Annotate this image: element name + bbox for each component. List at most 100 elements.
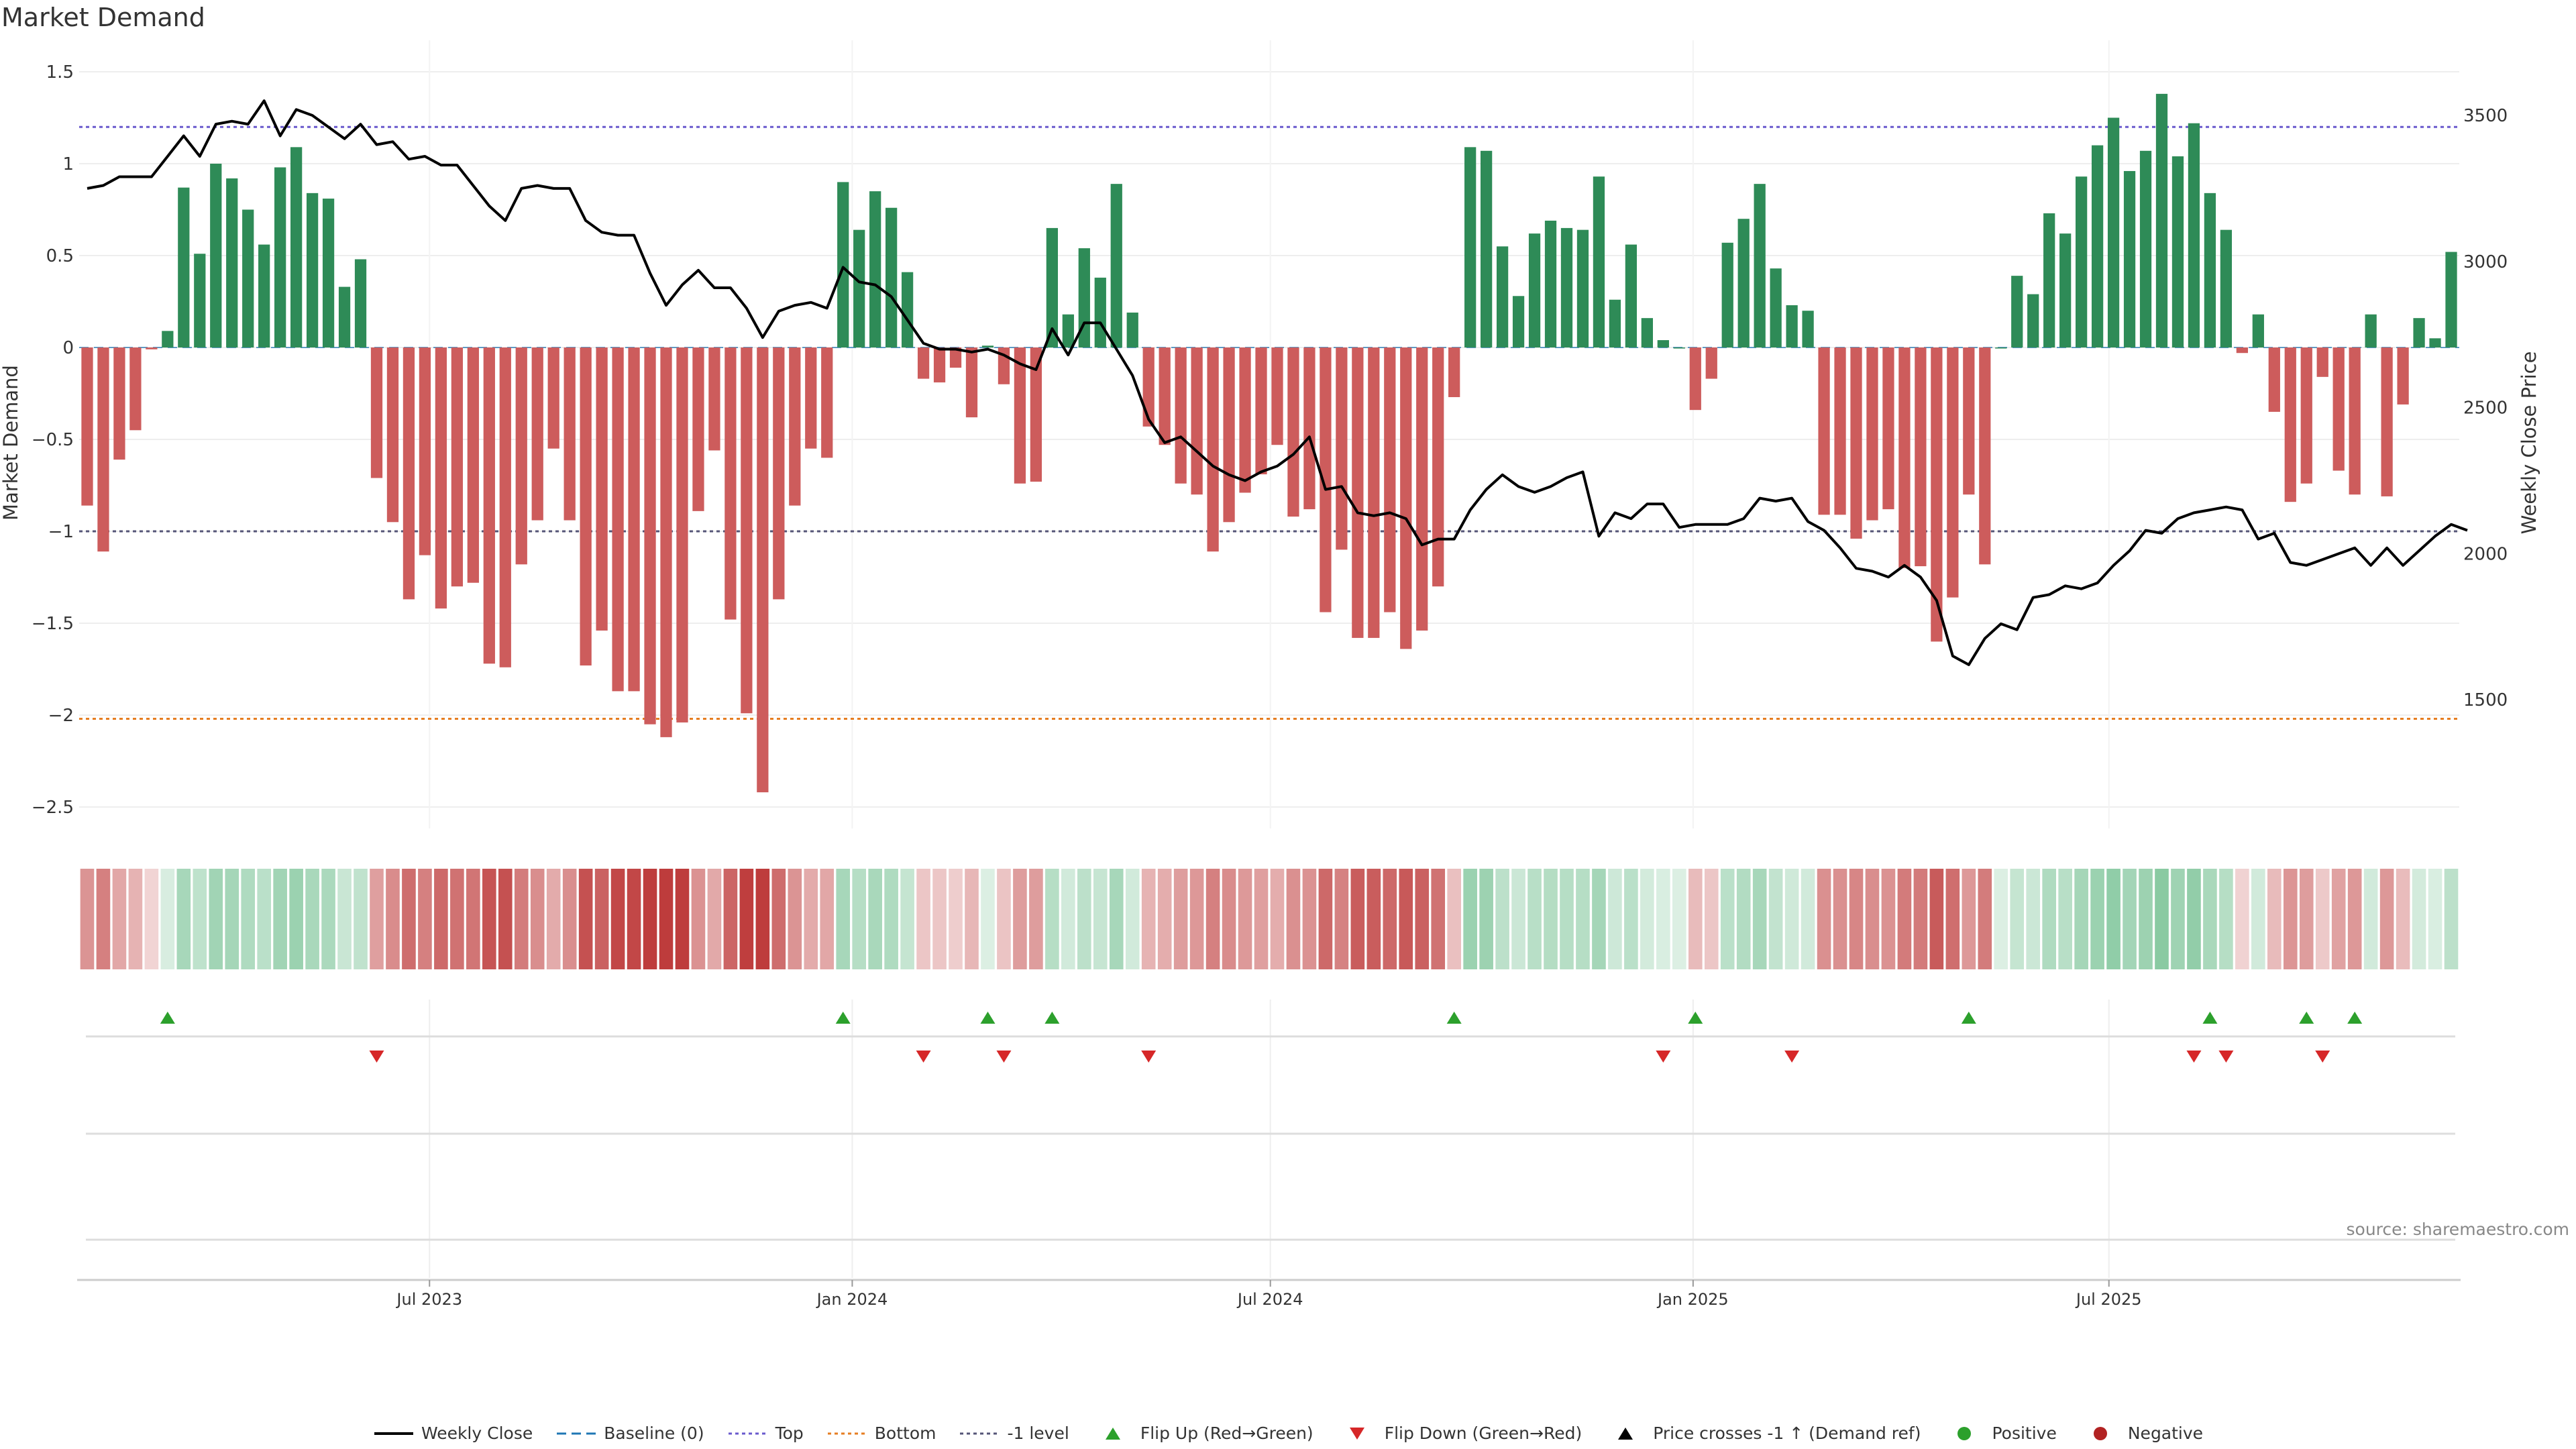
regime-cell [884,869,898,969]
regime-cell [1125,869,1140,969]
regime-cell [2251,869,2265,969]
demand-bar [2043,213,2055,347]
regime-cell [900,869,914,969]
demand-bar [1255,347,1267,475]
demand-bar [451,347,463,587]
demand-bar [2011,276,2023,347]
legend-item: Positive [1943,1424,2057,1443]
regime-strip [80,869,2459,969]
demand-bar [644,347,656,724]
y-tick-label: 1.5 [46,62,74,83]
regime-cell [1383,869,1397,969]
demand-bar [1191,347,1203,495]
demand-bar [821,347,833,458]
demand-bar [1673,347,1685,349]
regime-cell [193,869,207,969]
demand-bar [2445,252,2457,347]
demand-bar [789,347,801,506]
regime-cell [2444,869,2459,969]
demand-bar [596,347,608,631]
flip-down-marker [1784,1051,1800,1063]
demand-bar [1239,347,1251,493]
demand-bar [1512,296,1525,347]
demand-bar [1866,347,1878,521]
demand-bar [338,286,351,347]
x-tick-label: Jan 2024 [816,1290,888,1309]
demand-bar [547,347,559,449]
axes: 1.5 1 0.5 0 −0.5 −1 −1.5 −2 −2.5 3500 3000 2500 2000… [0,62,2540,1309]
regime-cell [723,869,738,969]
demand-bar [901,272,914,347]
y-tick-label: 0.5 [46,246,74,266]
regime-cell [466,869,480,969]
demand-bar [1496,246,1509,347]
demand-bar [580,347,592,666]
regime-cell [1720,869,1735,969]
flip-up-marker [1688,1012,1703,1024]
demand-bar [210,164,222,347]
regime-cell [1560,869,1574,969]
flip-down-marker [2315,1051,2330,1063]
flip-up-marker [160,1012,175,1024]
y-tick-label: −1 [48,522,74,542]
demand-bar [1898,347,1911,568]
regime-cell [2235,869,2249,969]
demand-bar [564,347,576,521]
demand-bar [1995,347,2007,349]
legend-swatch [373,1425,415,1442]
legend-label: Negative [2127,1424,2204,1443]
demand-bar [2413,318,2425,347]
demand-bar [2429,338,2441,347]
legend-item: Weekly Close [373,1424,533,1443]
regime-cell [1592,869,1606,969]
demand-bar [2381,347,2393,496]
legend-item: Baseline (0) [555,1424,704,1443]
y2-tick-label: 2500 [2463,398,2508,419]
demand-bar [467,347,479,583]
regime-cell [1141,869,1156,969]
regime-cell [1334,869,1349,969]
regime-cell [2428,869,2443,969]
regime-cell [1286,869,1301,969]
demand-bar [1947,347,1959,598]
flip-markers [160,1012,2363,1063]
regime-cell [2106,869,2121,969]
regime-cell [1672,869,1686,969]
legend-label: Top [775,1424,804,1443]
regime-cell [2396,869,2410,969]
legend-swatch [1092,1425,1134,1442]
demand-bar [741,347,753,714]
regime-cell [675,869,690,969]
regime-cell [2010,869,2025,969]
regime-cell [1865,869,1880,969]
y2-tick-label: 1500 [2463,690,2508,710]
regime-cell [1817,869,1831,969]
flip-up-marker [2347,1012,2363,1024]
demand-bar [1126,312,1138,347]
regime-cell [176,869,191,969]
demand-bar [290,147,303,347]
demand-bar [869,191,881,347]
demand-bar [1544,220,1557,347]
regime-cell [112,869,127,969]
demand-bar [129,347,142,431]
demand-bar [773,347,785,600]
legend-swatch [1943,1425,1985,1442]
regime-cell [225,869,239,969]
regime-cell [337,869,352,969]
regime-cell [2331,869,2346,969]
regime-cell [1768,869,1783,969]
demand-bar [1320,347,1332,612]
demand-bar [1609,299,1621,347]
demand-bar [1834,347,1846,515]
regime-cell [160,869,175,969]
demand-bar [1979,347,1991,565]
flip-up-marker [1961,1012,1976,1024]
regime-cell [1962,869,1976,969]
regime-cell [96,869,111,969]
regime-cell [1205,869,1220,969]
regime-cell [1399,869,1413,969]
y-tick-label: 1 [62,154,74,174]
regime-cell [2123,869,2137,969]
regime-cell [916,869,930,969]
